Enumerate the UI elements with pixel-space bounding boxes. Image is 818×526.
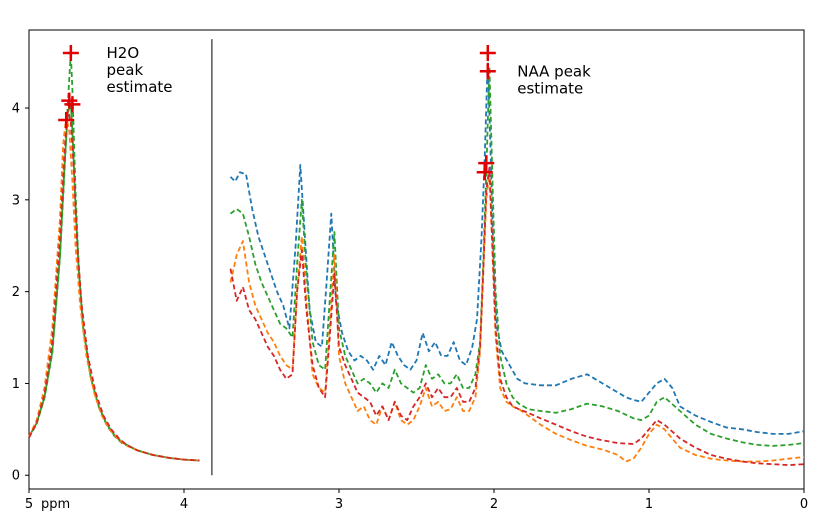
series-line-orange: [229, 171, 805, 463]
y-tick-label: 2: [12, 285, 20, 300]
series-line-red: [229, 166, 805, 466]
peak-marker: [479, 63, 496, 80]
series-lines: [28, 52, 805, 466]
series-line-dashed-green: [28, 52, 200, 462]
peak-marker: [479, 44, 496, 61]
x-tick-label: 3: [335, 497, 343, 512]
axis-ticks: [25, 107, 805, 493]
peak-markers: [58, 44, 496, 181]
peak-marker: [64, 96, 81, 113]
y-tick-label: 4: [12, 102, 20, 117]
series-line-solid-green: [28, 102, 200, 462]
tick-labels: 5 4 3 2 1 0 ppm 0 1 2 3 4: [12, 102, 808, 512]
peak-marker: [58, 111, 75, 128]
series-line-dashed-red: [28, 109, 200, 462]
annotation-text: NAA peak: [517, 62, 591, 80]
plot-frame: [28, 29, 805, 490]
y-tick-label: 0: [12, 469, 20, 484]
series-line-green: [229, 65, 805, 447]
annotation-text: estimate: [107, 78, 173, 96]
annotation-text: estimate: [517, 79, 583, 97]
y-tick-label: 1: [12, 377, 20, 392]
y-tick-label: 3: [12, 193, 20, 208]
x-tick-label: 0: [800, 497, 808, 512]
x-tick-label: 1: [645, 497, 653, 512]
series-line-blue: [229, 56, 805, 435]
x-tick-label: 5: [25, 497, 33, 512]
x-tick-label: 2: [490, 497, 498, 512]
peak-marker: [478, 155, 495, 172]
annotation-text: H2O: [107, 44, 140, 62]
peak-marker: [476, 164, 493, 181]
x-axis-label: ppm: [41, 497, 70, 512]
x-tick-label: 4: [180, 497, 188, 512]
peak-marker: [62, 44, 79, 61]
peak-marker: [61, 92, 78, 109]
series-line-dashed-orange: [28, 116, 200, 462]
annotation-text: peak: [107, 61, 144, 79]
